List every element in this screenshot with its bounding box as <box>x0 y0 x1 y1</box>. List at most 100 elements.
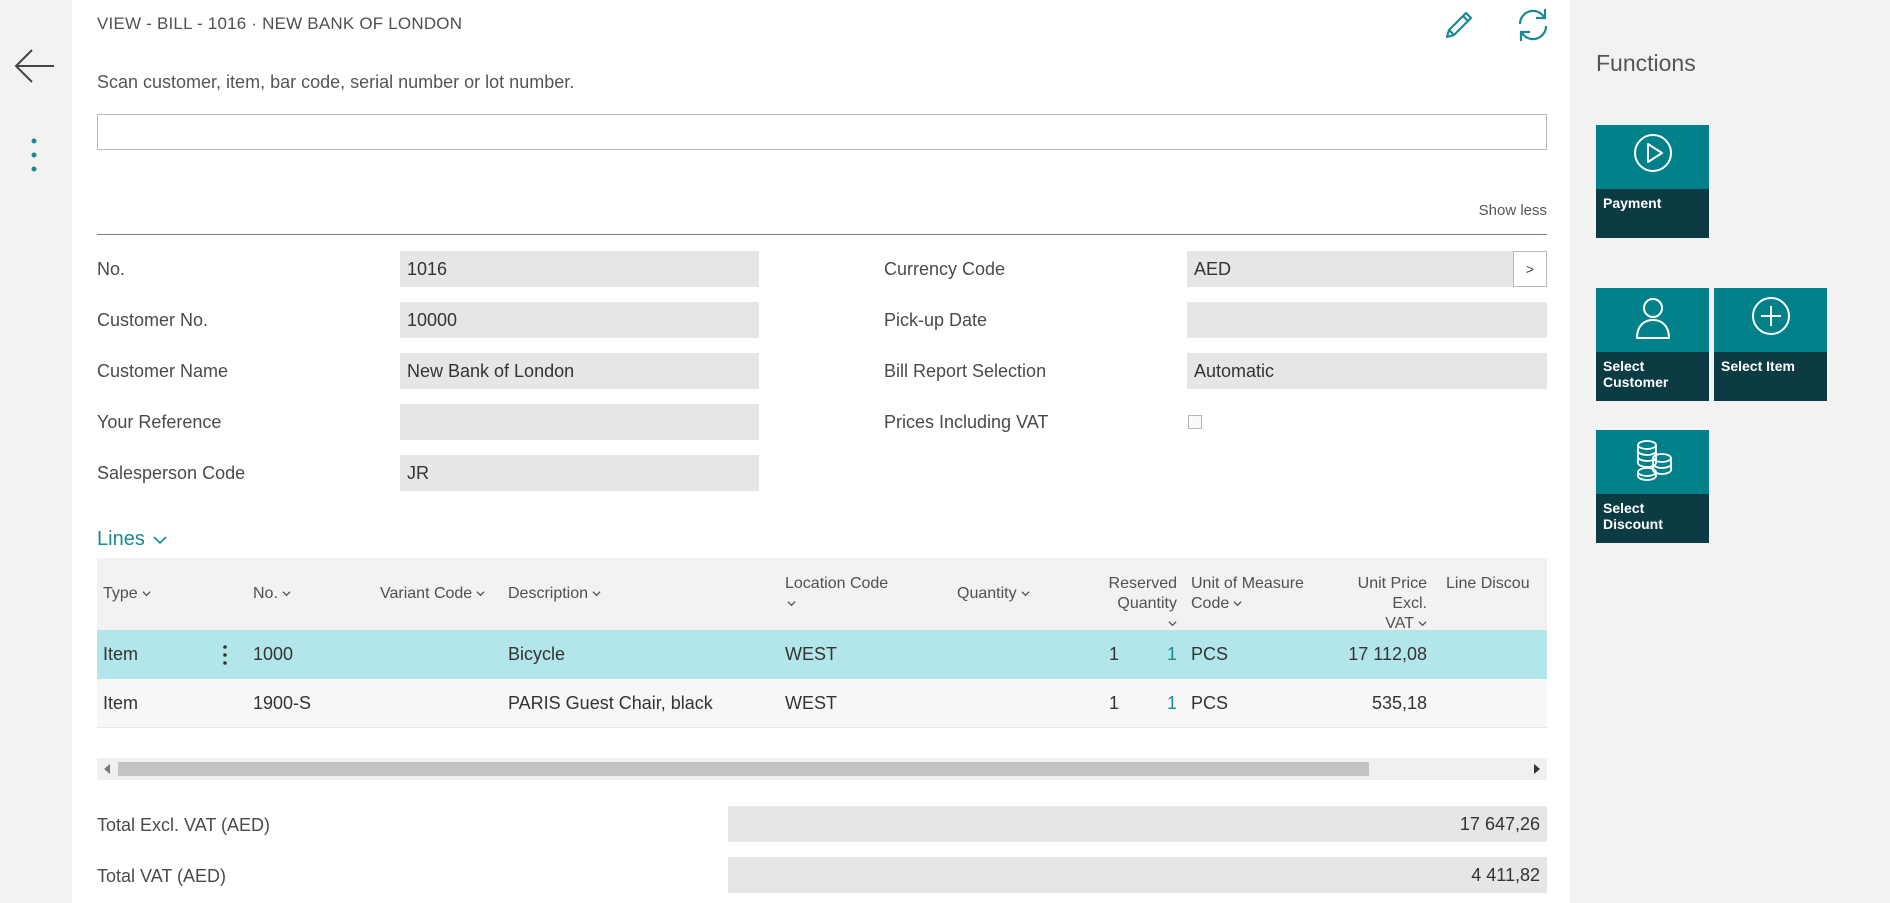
salesperson-code-field[interactable]: JR <box>400 455 759 491</box>
bill-report-selection-label: Bill Report Selection <box>884 361 1047 381</box>
table-row[interactable]: Item 1000 Bicycle WEST 1 1 PCS 17 112,08 <box>97 630 1547 679</box>
plus-circle-icon <box>1751 297 1790 335</box>
col-head-line-discount[interactable]: Line Discou <box>1446 574 1547 594</box>
select-item-tile[interactable]: Select Item <box>1714 288 1827 401</box>
your-reference-label: Your Reference <box>97 412 222 432</box>
row-more-icon[interactable] <box>221 644 229 666</box>
select-customer-tile-label: Select Customer <box>1596 352 1709 401</box>
horizontal-scrollbar[interactable] <box>97 758 1547 780</box>
payment-tile[interactable]: Payment <box>1596 125 1709 238</box>
cell-no[interactable]: 1900-S <box>253 693 312 713</box>
chevron-down-icon <box>1233 601 1242 607</box>
cell-uom[interactable]: PCS <box>1191 644 1229 664</box>
col-head-variant-code[interactable]: Variant Code <box>380 584 485 604</box>
back-button[interactable] <box>12 44 56 88</box>
coins-icon <box>1636 440 1672 481</box>
currency-code-field[interactable]: AED <box>1187 251 1513 287</box>
cell-reserved-quantity[interactable]: 1 <box>1166 693 1177 713</box>
more-vertical-icon <box>31 138 37 172</box>
cell-quantity[interactable]: 1 <box>1108 644 1119 664</box>
col-variant-code-label: Variant Code <box>380 585 473 602</box>
scroll-right-icon[interactable] <box>1532 763 1542 775</box>
cell-description[interactable]: Bicycle <box>508 644 566 664</box>
col-head-quantity[interactable]: Quantity <box>957 584 1030 604</box>
select-customer-tile[interactable]: Select Customer <box>1596 288 1709 401</box>
more-options-button[interactable] <box>24 136 44 180</box>
no-field[interactable]: 1016 <box>400 251 759 287</box>
pencil-icon <box>1445 11 1473 39</box>
cell-location-code[interactable]: WEST <box>785 644 837 664</box>
payment-tile-label: Payment <box>1596 189 1709 238</box>
col-head-reserved-quantity[interactable]: Reserved Quantity <box>1055 574 1177 634</box>
chevron-down-icon <box>1021 591 1030 597</box>
cell-description[interactable]: PARIS Guest Chair, black <box>508 693 713 713</box>
col-no-label: No. <box>253 585 278 602</box>
select-discount-tile[interactable]: Select Discount <box>1596 430 1709 543</box>
chevron-down-icon <box>787 601 796 607</box>
cell-uom[interactable]: PCS <box>1191 693 1229 713</box>
cell-type: Item <box>103 644 139 664</box>
section-divider <box>97 234 1547 235</box>
prices-incl-vat-label: Prices Including VAT <box>884 412 1049 432</box>
scan-input[interactable] <box>97 114 1547 150</box>
pickup-date-field[interactable] <box>1187 302 1547 338</box>
functions-panel: Functions Payment Select Customer S <box>1570 0 1890 903</box>
cell-unit-price[interactable]: 535,18 <box>1371 693 1427 713</box>
currency-lookup-button[interactable]: > <box>1513 251 1547 287</box>
your-reference-field[interactable] <box>400 404 759 440</box>
person-icon <box>1635 298 1670 339</box>
main-content: VIEW - BILL - 1016 · NEW BANK OF LONDON … <box>72 0 1570 903</box>
col-uom-label-1: Unit of Measure <box>1191 575 1304 592</box>
lines-section-toggle[interactable]: Lines <box>97 528 168 551</box>
left-rail <box>0 0 72 903</box>
cell-reserved-quantity[interactable]: 1 <box>1166 644 1177 664</box>
customer-no-field[interactable]: 10000 <box>400 302 759 338</box>
lines-grid: Type No. Variant Code Description Locati… <box>97 558 1547 780</box>
edit-button[interactable] <box>1437 4 1479 46</box>
chevron-down-icon <box>592 591 601 597</box>
col-head-unit-price[interactable]: Unit Price Excl. VAT <box>1327 574 1427 634</box>
play-circle-icon <box>1633 134 1672 172</box>
grid-header: Type No. Variant Code Description Locati… <box>97 558 1547 632</box>
pickup-date-label: Pick-up Date <box>884 310 988 330</box>
functions-title: Functions <box>1596 50 1696 76</box>
refresh-button[interactable] <box>1512 4 1554 46</box>
scrollbar-thumb[interactable] <box>118 762 1369 776</box>
col-head-no[interactable]: No. <box>253 584 291 604</box>
col-line-discount-label: Line Discou <box>1446 575 1530 592</box>
customer-no-label: Customer No. <box>97 310 209 330</box>
currency-code-label: Currency Code <box>884 259 1006 279</box>
select-discount-tile-label: Select Discount <box>1596 494 1709 543</box>
col-head-uom[interactable]: Unit of Measure Code <box>1191 574 1304 614</box>
col-head-location-code[interactable]: Location Code <box>785 574 888 614</box>
customer-name-field[interactable]: New Bank of London <box>400 353 759 389</box>
prices-incl-vat-checkbox[interactable] <box>1188 415 1202 429</box>
col-head-description[interactable]: Description <box>508 584 601 604</box>
table-row[interactable]: Item 1900-S PARIS Guest Chair, black WES… <box>97 679 1547 728</box>
col-quantity-label: Quantity <box>957 585 1017 602</box>
lines-title: Lines <box>97 528 145 550</box>
col-reserved-quantity-label: Reserved Quantity <box>1108 575 1177 612</box>
total-vat-label: Total VAT (AED) <box>97 866 227 886</box>
cell-unit-price[interactable]: 17 112,08 <box>1348 644 1427 664</box>
show-less-link[interactable]: Show less <box>1478 202 1547 219</box>
back-arrow-icon <box>14 49 54 83</box>
scroll-left-icon[interactable] <box>102 763 112 775</box>
col-description-label: Description <box>508 585 589 602</box>
cell-quantity[interactable]: 1 <box>1108 693 1119 713</box>
cell-no[interactable]: 1000 <box>253 644 294 664</box>
col-uom-label-2: Code <box>1191 595 1230 612</box>
total-excl-vat-value: 17 647,26 <box>728 806 1547 842</box>
col-unit-price-label-2: VAT <box>1385 615 1414 632</box>
col-head-type[interactable]: Type <box>103 584 151 604</box>
total-vat-value: 4 411,82 <box>728 857 1547 893</box>
chevron-down-icon <box>153 536 167 544</box>
total-excl-vat-label: Total Excl. VAT (AED) <box>97 815 271 835</box>
cell-location-code[interactable]: WEST <box>785 693 837 713</box>
col-unit-price-label-1: Unit Price Excl. <box>1357 575 1427 612</box>
bill-report-selection-field[interactable]: Automatic <box>1187 353 1547 389</box>
cell-type: Item <box>103 693 139 713</box>
chevron-down-icon <box>142 591 151 597</box>
page-title: VIEW - BILL - 1016 · NEW BANK OF LONDON <box>97 14 463 33</box>
refresh-icon <box>1518 9 1548 41</box>
